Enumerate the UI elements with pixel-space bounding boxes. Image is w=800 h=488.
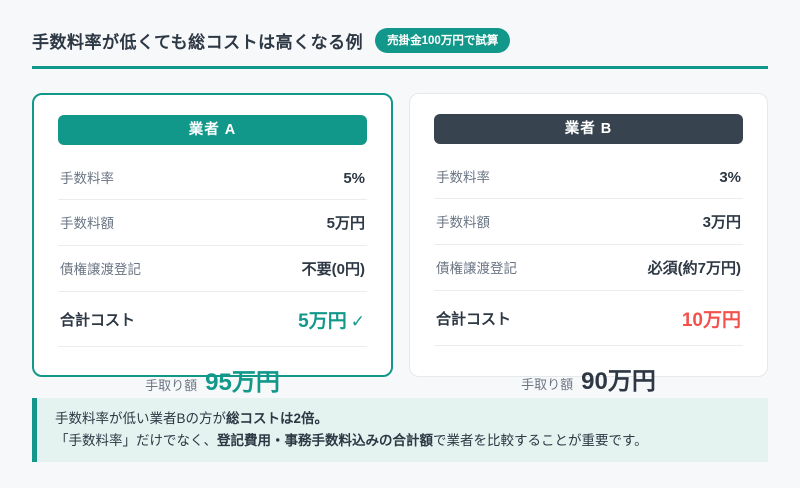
net-amount-label: 手取り額 [145, 378, 198, 393]
total-cost-label: 合計コスト [60, 312, 136, 329]
vendor-a-title: 業者 A [58, 115, 367, 145]
table-row: 債権譲渡登記 不要(0円) [58, 246, 367, 292]
registration-value: 不要(0円) [301, 261, 365, 278]
vendor-b-title: 業者 B [434, 114, 743, 144]
page-title: 手数料率が低くても総コストは高くなる例 [32, 33, 364, 52]
total-cost-value: 5万円 ✓ [298, 306, 365, 333]
total-cost-amount: 5万円 [298, 311, 347, 332]
note-line-1: 手数料率が低い業者Bの方が総コストは2倍。 [55, 411, 329, 426]
registration-label: 債権譲渡登記 [60, 262, 141, 277]
fee-amount-label: 手数料額 [436, 215, 490, 230]
table-row: 債権譲渡登記 必須(約7万円) [434, 245, 743, 291]
registration-value: 必須(約7万円) [647, 260, 741, 277]
check-icon: ✓ [350, 312, 365, 331]
fee-amount-value: 5万円 [326, 215, 365, 232]
total-cost-value: 10万円 [681, 310, 741, 331]
fee-amount-label: 手数料額 [60, 216, 114, 231]
net-amount-value: 95万円 [205, 369, 280, 396]
total-cost-label: 合計コスト [436, 311, 512, 328]
net-amount-row: 手取り額 90万円 [434, 346, 743, 396]
table-row: 手数料率 3% [434, 154, 743, 199]
assumption-badge: 売掛金100万円で試算 [375, 28, 511, 53]
fee-rate-value: 5% [343, 170, 365, 187]
total-cost-row: 合計コスト 10万円 [434, 291, 743, 346]
fee-rate-label: 手数料率 [436, 170, 490, 185]
fee-rate-label: 手数料率 [60, 171, 114, 186]
vendor-b-card: 業者 B 手数料率 3% 手数料額 3万円 債権譲渡登記 必須(約7万円) 合計… [409, 93, 768, 395]
table-row: 手数料額 5万円 [58, 200, 367, 246]
total-cost-row: 合計コスト 5万円 ✓ [58, 292, 367, 347]
net-amount-value: 90万円 [581, 368, 656, 395]
vendor-a-card: 業者 A 手数料率 5% 手数料額 5万円 債権譲渡登記 不要(0円) 合計コス… [32, 93, 393, 396]
net-amount-label: 手取り額 [521, 377, 574, 392]
note-line-2: 「手数料率」だけでなく、登記費用・事務手数料込みの合計額で業者を比較することが重… [55, 432, 648, 448]
table-row: 手数料額 3万円 [434, 199, 743, 245]
fee-amount-value: 3万円 [702, 214, 741, 231]
table-row: 手数料率 5% [58, 155, 367, 200]
summary-note: 手数料率が低い業者Bの方が総コストは2倍。 「手数料率」だけでなく、登記費用・事… [32, 398, 768, 462]
section-header: 手数料率が低くても総コストは高くなる例 売掛金100万円で試算 [32, 28, 768, 69]
vendor-cards: 業者 A 手数料率 5% 手数料額 5万円 債権譲渡登記 不要(0円) 合計コス… [32, 93, 768, 396]
registration-label: 債権譲渡登記 [436, 261, 517, 276]
net-amount-row: 手取り額 95万円 [58, 347, 367, 397]
fee-rate-value: 3% [719, 169, 741, 186]
